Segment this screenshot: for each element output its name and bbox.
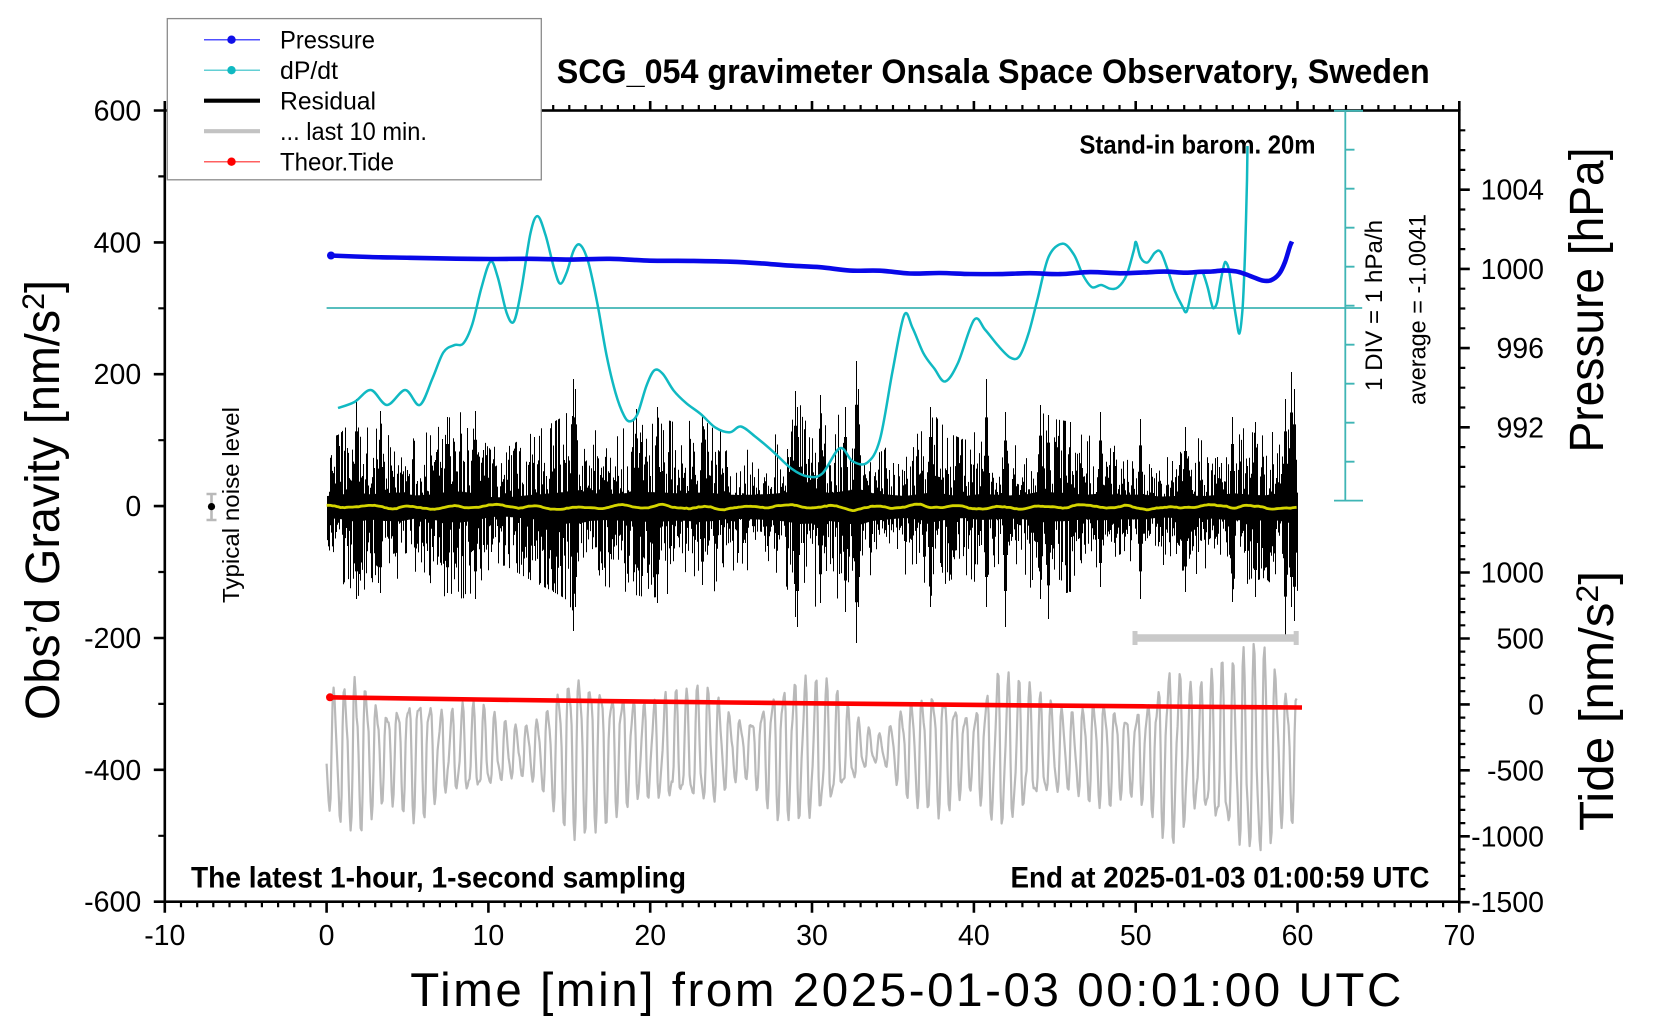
svg-text:-10: -10	[144, 920, 185, 952]
svg-text:60: 60	[1282, 920, 1314, 952]
svg-text:-400: -400	[84, 755, 141, 787]
svg-text:Tide [nm/s2]: Tide [nm/s2]	[1570, 571, 1624, 831]
svg-text:20: 20	[634, 920, 666, 952]
svg-text:30: 30	[796, 920, 828, 952]
svg-text:-1000: -1000	[1471, 821, 1544, 853]
svg-text:70: 70	[1443, 920, 1475, 952]
svg-text:400: 400	[94, 227, 142, 259]
svg-text:1004: 1004	[1481, 175, 1545, 207]
svg-text:... last 10 min.: ... last 10 min.	[280, 118, 427, 146]
svg-text:0: 0	[1528, 689, 1544, 721]
svg-text:-500: -500	[1487, 755, 1544, 787]
svg-text:1000: 1000	[1481, 558, 1544, 590]
svg-text:50: 50	[1120, 920, 1152, 952]
svg-text:10: 10	[473, 920, 505, 952]
svg-text:Theor.Tide: Theor.Tide	[280, 148, 394, 176]
svg-text:40: 40	[958, 920, 990, 952]
svg-text:-200: -200	[84, 623, 141, 655]
svg-text:992: 992	[1496, 412, 1544, 444]
svg-text:Pressure [hPa]: Pressure [hPa]	[1561, 148, 1614, 453]
svg-text:996: 996	[1496, 333, 1544, 365]
svg-text:Time [min] from 2025-01-03 00:: Time [min] from 2025-01-03 00:01:00 UTC	[410, 964, 1401, 1017]
svg-text:Residual: Residual	[280, 87, 376, 115]
svg-text:-600: -600	[84, 887, 141, 919]
svg-text:Obs’d Gravity [nm/s2]: Obs’d Gravity [nm/s2]	[16, 280, 70, 720]
svg-text:0: 0	[125, 491, 141, 523]
svg-text:500: 500	[1496, 624, 1544, 656]
svg-text:Typical noise level: Typical noise level	[218, 407, 244, 603]
svg-text:The latest 1-hour, 1-second sa: The latest 1-hour, 1-second sampling	[191, 861, 686, 894]
svg-text:1000: 1000	[1481, 254, 1544, 286]
svg-text:SCG_054 gravimeter Onsala Spac: SCG_054 gravimeter Onsala Space Observat…	[557, 53, 1430, 91]
svg-text:End at 2025-01-03 01:00:59 UTC: End at 2025-01-03 01:00:59 UTC	[1011, 861, 1430, 894]
svg-text:average = -1.0041: average = -1.0041	[1405, 214, 1432, 405]
svg-text:1 DIV = 1 hPa/h: 1 DIV = 1 hPa/h	[1361, 220, 1388, 391]
svg-text:200: 200	[94, 359, 142, 391]
svg-text:600: 600	[94, 96, 142, 128]
svg-text:dP/dt: dP/dt	[280, 57, 338, 85]
svg-text:Stand-in barom. 20m: Stand-in barom. 20m	[1080, 130, 1316, 160]
svg-text:-1500: -1500	[1471, 887, 1544, 919]
svg-text:Pressure: Pressure	[280, 26, 375, 54]
svg-text:0: 0	[319, 920, 335, 952]
